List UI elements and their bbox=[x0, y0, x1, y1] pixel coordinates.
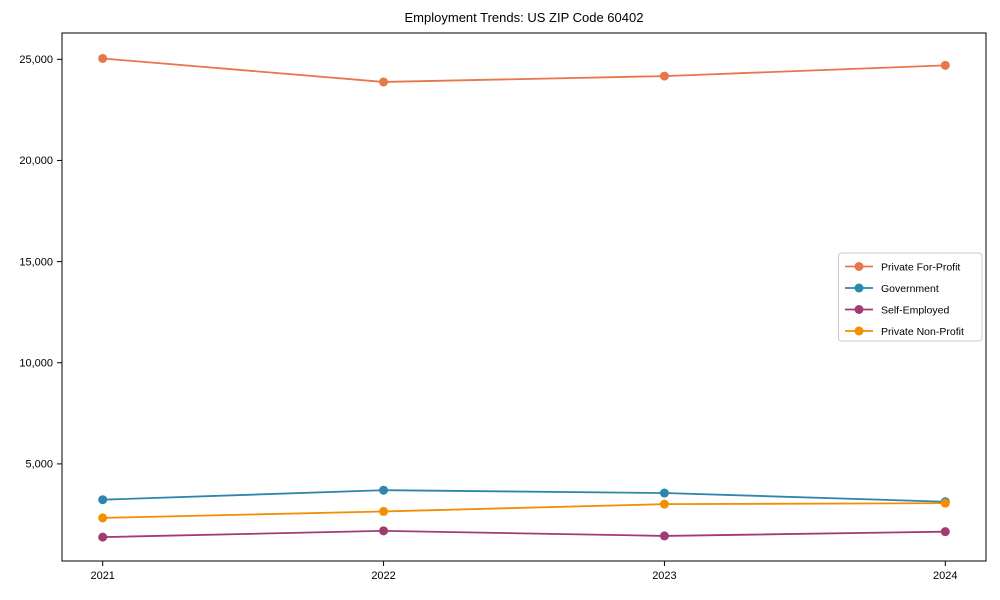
x-tick-label: 2022 bbox=[371, 570, 395, 582]
legend-label-private-for-profit: Private For-Profit bbox=[881, 261, 960, 273]
y-tick-label: 20,000 bbox=[19, 155, 53, 167]
plot-frame bbox=[61, 32, 987, 562]
legend-label-self-employed: Self-Employed bbox=[881, 304, 949, 316]
data-point-private-non-profit-2022 bbox=[379, 506, 389, 516]
data-point-private-for-profit-2021 bbox=[98, 53, 108, 63]
y-tick-label: 15,000 bbox=[19, 256, 53, 268]
y-tick-label: 25,000 bbox=[19, 54, 53, 66]
legend-marker-dot-private-non-profit bbox=[854, 326, 864, 336]
series-line-private-non-profit bbox=[102, 502, 946, 519]
data-point-self-employed-2021 bbox=[98, 532, 108, 542]
chart-title: Employment Trends: US ZIP Code 60402 bbox=[404, 10, 644, 25]
data-point-self-employed-2023 bbox=[659, 531, 669, 541]
data-point-government-2023 bbox=[659, 488, 669, 498]
legend-label-government: Government bbox=[881, 283, 939, 295]
data-point-private-non-profit-2023 bbox=[659, 499, 669, 509]
data-point-government-2021 bbox=[98, 495, 108, 505]
data-point-private-for-profit-2023 bbox=[659, 71, 669, 81]
y-tick-label: 10,000 bbox=[19, 358, 53, 370]
series-line-self-employed bbox=[102, 529, 946, 539]
legend-box bbox=[838, 252, 983, 342]
data-point-self-employed-2022 bbox=[379, 526, 389, 536]
y-tick-label: 5,000 bbox=[25, 459, 53, 471]
legend-marker-dot-self-employed bbox=[854, 305, 864, 314]
series-line-government bbox=[102, 489, 946, 503]
data-point-government-2022 bbox=[379, 485, 389, 495]
series-line-private-for-profit bbox=[102, 57, 946, 83]
x-tick-label: 2023 bbox=[652, 570, 676, 582]
data-point-private-for-profit-2022 bbox=[379, 77, 389, 87]
legend-marker-dot-government bbox=[854, 283, 864, 293]
legend-marker-dot-private-for-profit bbox=[854, 262, 864, 271]
legend-label-private-non-profit: Private Non-Profit bbox=[881, 326, 964, 338]
data-point-self-employed-2024 bbox=[940, 527, 950, 537]
x-tick-label: 2021 bbox=[90, 570, 114, 582]
data-point-private-non-profit-2021 bbox=[98, 513, 108, 523]
data-point-private-for-profit-2024 bbox=[940, 60, 950, 70]
data-point-private-non-profit-2024 bbox=[940, 498, 950, 508]
x-tick-label: 2024 bbox=[933, 570, 957, 582]
